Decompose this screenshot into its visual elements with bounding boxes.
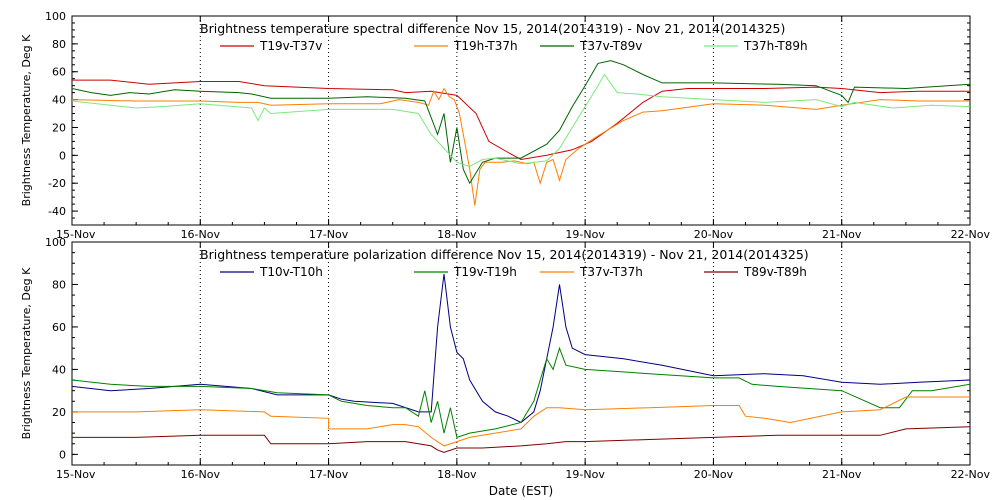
y-tick-label: 100 xyxy=(45,10,66,23)
x-tick-label: 22-Nov xyxy=(951,228,991,241)
series-line-T37v-T37h xyxy=(72,396,970,447)
series-line-T37h-T89h xyxy=(72,73,970,168)
x-tick-label: 18-Nov xyxy=(437,468,477,481)
y-axis-label: Brightness Temperature, Deg K xyxy=(20,267,33,439)
y-tick-label: 0 xyxy=(59,448,66,461)
series-line-T19v-T19h xyxy=(72,346,970,439)
x-tick-label: 19-Nov xyxy=(565,468,605,481)
series-line-T37v-T89v xyxy=(72,60,970,185)
x-tick-label: 15-Nov xyxy=(56,468,96,481)
y-tick-label: 40 xyxy=(52,363,66,376)
plot-frame xyxy=(71,241,971,466)
legend-label: T19v-T37v xyxy=(259,39,322,53)
legend-label: T19h-T37h xyxy=(453,39,518,53)
legend-label: T37v-T37h xyxy=(579,265,643,279)
y-tick-label: 80 xyxy=(52,278,66,291)
y-tick-label: 20 xyxy=(52,406,66,419)
legend-label: T37h-T89h xyxy=(743,39,808,53)
x-tick-label: 17-Nov xyxy=(309,228,349,241)
chart-title: Brightness temperature polarization diff… xyxy=(200,247,809,262)
y-tick-label: -40 xyxy=(48,205,66,218)
legend-label: T37v-T89v xyxy=(579,39,642,53)
legend-label: T89v-T89h xyxy=(743,265,807,279)
x-tick-label: 19-Nov xyxy=(565,228,605,241)
y-axis-label: Brightness Temperature, Deg K xyxy=(20,34,33,206)
x-tick-label: 20-Nov xyxy=(694,228,734,241)
x-tick-label: 15-Nov xyxy=(56,228,96,241)
y-tick-label: -20 xyxy=(48,177,66,190)
x-axis-label: Date (EST) xyxy=(489,484,553,498)
x-tick-label: 21-Nov xyxy=(822,228,862,241)
chart-title: Brightness temperature spectral differen… xyxy=(200,21,785,36)
series-line-T19v-T37v xyxy=(72,79,970,161)
y-tick-label: 80 xyxy=(52,38,66,51)
panel-1 xyxy=(71,15,971,226)
plot-frame xyxy=(71,15,971,226)
panel-2 xyxy=(71,241,971,466)
legend-label: T10v-T10h xyxy=(259,265,323,279)
y-tick-label: 0 xyxy=(59,149,66,162)
legend-label: T19v-T19h xyxy=(453,265,517,279)
series-line-T19h-T37h xyxy=(72,87,970,206)
y-tick-label: 20 xyxy=(52,121,66,134)
x-tick-label: 16-Nov xyxy=(181,468,221,481)
x-tick-label: 16-Nov xyxy=(181,228,221,241)
x-tick-label: 22-Nov xyxy=(951,468,991,481)
x-tick-label: 17-Nov xyxy=(309,468,349,481)
x-tick-label: 18-Nov xyxy=(437,228,477,241)
series-line-T89v-T89h xyxy=(72,426,970,453)
y-tick-label: 60 xyxy=(52,321,66,334)
x-tick-label: 21-Nov xyxy=(822,468,862,481)
y-tick-label: 40 xyxy=(52,94,66,107)
y-tick-label: 60 xyxy=(52,66,66,79)
y-tick-label: 100 xyxy=(45,236,66,249)
x-tick-label: 20-Nov xyxy=(694,468,734,481)
series-line-T10v-T10h xyxy=(72,273,970,424)
